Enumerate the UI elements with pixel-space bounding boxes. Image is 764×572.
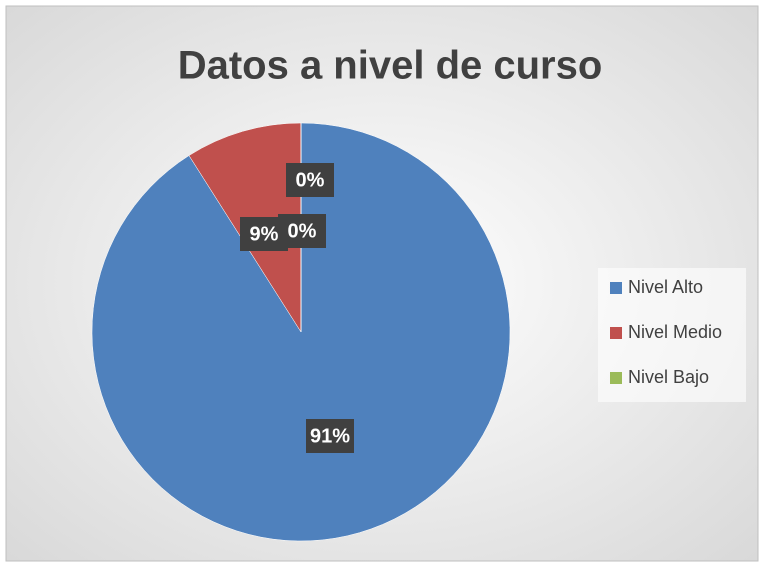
legend-label: Nivel Medio — [628, 322, 722, 342]
legend-swatch — [610, 282, 622, 294]
data-label: 0% — [296, 169, 325, 191]
data-label-box — [286, 163, 334, 197]
data-label-box — [306, 419, 354, 453]
data-label-box — [278, 214, 326, 248]
data-label: 9% — [250, 223, 279, 245]
data-label: 91% — [310, 425, 350, 447]
legend-label: Nivel Alto — [628, 277, 703, 297]
legend-swatch — [610, 372, 622, 384]
data-label: 0% — [288, 220, 317, 242]
legend-swatch — [610, 327, 622, 339]
legend-box — [598, 268, 746, 402]
chart-title: Datos a nivel de curso — [178, 44, 603, 88]
legend-label: Nivel Bajo — [628, 367, 709, 387]
